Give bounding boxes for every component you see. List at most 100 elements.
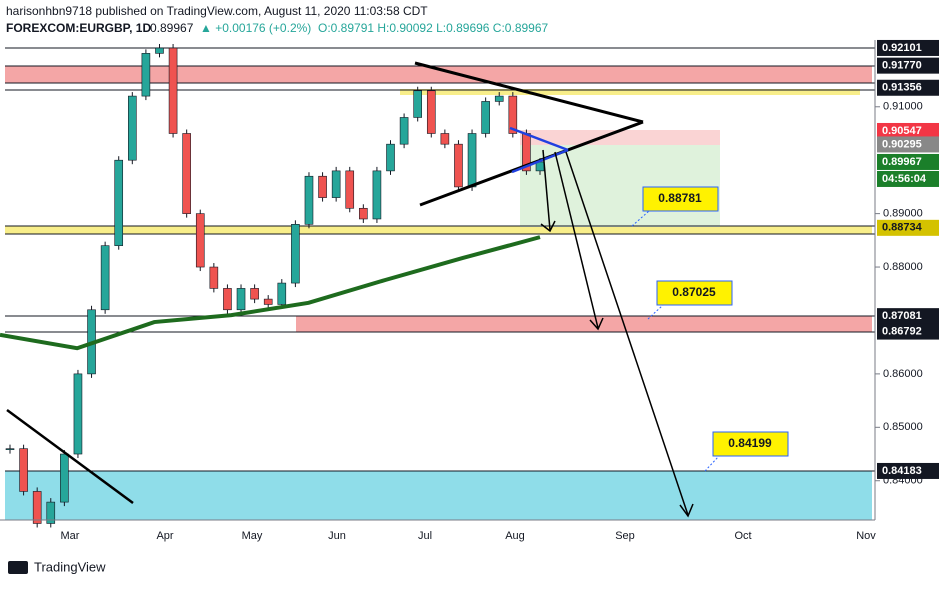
candle — [32, 491, 42, 524]
callout-label: 0.87025 — [672, 285, 716, 299]
candle — [5, 448, 15, 450]
price: 0.89967 — [150, 21, 194, 35]
y-tick-label: 0.89000 — [883, 208, 923, 220]
price-label-box — [877, 122, 939, 139]
x-tick-label: Nov — [856, 530, 876, 542]
drawings — [6, 61, 694, 518]
callout-box — [712, 431, 789, 457]
candle — [426, 90, 436, 134]
candle — [100, 245, 110, 311]
candle — [223, 288, 232, 311]
candle — [209, 266, 219, 289]
x-tick-label: Aug — [505, 530, 525, 542]
ma-slow — [0, 235, 541, 351]
price-label-box — [877, 308, 939, 325]
price-label: 0.92101 — [882, 42, 922, 54]
candle — [440, 133, 450, 145]
callout-box — [656, 280, 733, 306]
resistance-zone — [5, 66, 872, 83]
y-tick-label: 0.88000 — [883, 261, 923, 273]
candle — [454, 143, 463, 188]
countdown-box — [877, 170, 939, 187]
price-label: 0.87081 — [882, 310, 922, 322]
loss-area — [520, 130, 720, 145]
footer-logo — [8, 561, 28, 574]
price-label: 0.88734 — [882, 222, 923, 234]
candle — [141, 53, 151, 97]
candle — [413, 90, 422, 118]
candle — [155, 47, 164, 54]
candle — [399, 117, 409, 145]
price-label-box — [877, 136, 939, 153]
candle — [128, 95, 137, 161]
ohlc: O:0.89791 H:0.90092 L:0.89696 C:0.89967 — [318, 21, 549, 35]
price-label-box — [877, 462, 939, 479]
callout-leader — [647, 304, 664, 320]
price-label-box — [877, 39, 939, 56]
y-tick-label: 0.91000 — [883, 101, 923, 113]
candle — [236, 288, 246, 311]
price-label-box — [877, 153, 939, 170]
candle — [372, 170, 382, 220]
price-label-box — [877, 323, 939, 340]
candle — [481, 101, 490, 134]
candles — [0, 44, 545, 528]
candle — [19, 448, 28, 492]
x-tick-label: Jun — [328, 530, 346, 542]
candle — [263, 298, 273, 305]
price-label: 0.91356 — [882, 82, 922, 94]
y-tick-label: 0.85000 — [883, 421, 923, 433]
price-label-box — [877, 57, 939, 74]
candle — [195, 213, 205, 268]
price-label: 0.91770 — [882, 60, 922, 72]
price-label-box — [877, 219, 939, 236]
price-label: 0.89967 — [882, 156, 922, 168]
price-label: 0.90295 — [882, 138, 922, 150]
candle — [345, 170, 355, 209]
candle — [250, 288, 259, 300]
y-tick-label: 0.86000 — [883, 368, 923, 380]
candle — [168, 47, 178, 134]
callout-label: 0.88781 — [658, 191, 702, 205]
profit-area — [520, 145, 720, 227]
callouts: 0.88781 0.87025 0.84199 — [631, 186, 789, 472]
x-tick-label: May — [242, 530, 263, 542]
price-label: 0.90547 — [882, 125, 922, 137]
callout-box — [642, 186, 719, 212]
yellow-band — [400, 89, 860, 95]
demand-zone — [5, 471, 872, 520]
candle — [182, 133, 191, 214]
x-tick-label: Sep — [615, 530, 635, 542]
callout-leader — [704, 455, 720, 472]
candle — [467, 133, 477, 188]
candle — [114, 159, 124, 246]
symbol: FOREXCOM:EURGBP, 1D — [6, 21, 151, 35]
candle — [331, 170, 341, 198]
candle — [318, 175, 327, 198]
x-tick-label: Apr — [156, 530, 173, 542]
target-zone — [296, 316, 872, 332]
x-tick-label: Oct — [734, 530, 751, 542]
candle — [60, 453, 69, 503]
footer-brand: TradingView — [34, 559, 106, 574]
candle — [359, 207, 368, 220]
support-band — [5, 226, 872, 234]
callout-label: 0.84199 — [728, 436, 772, 450]
price-label: 0.84183 — [882, 465, 922, 477]
candle — [46, 501, 56, 524]
countdown: 04:56:04 — [882, 173, 927, 185]
candle — [73, 373, 83, 455]
candle — [386, 143, 395, 172]
publisher-line: harisonhbn9718 published on TradingView.… — [6, 4, 428, 18]
x-tick-label: Jul — [418, 530, 432, 542]
candle — [508, 95, 518, 134]
candle — [494, 95, 504, 102]
change: ▲ +0.00176 (+0.2%) — [200, 21, 311, 35]
x-tick-label: Mar — [61, 530, 80, 542]
candle — [304, 175, 314, 225]
price-label-box — [877, 79, 939, 96]
candle — [277, 282, 287, 305]
price-label: 0.86792 — [882, 325, 922, 337]
candle — [291, 224, 300, 284]
